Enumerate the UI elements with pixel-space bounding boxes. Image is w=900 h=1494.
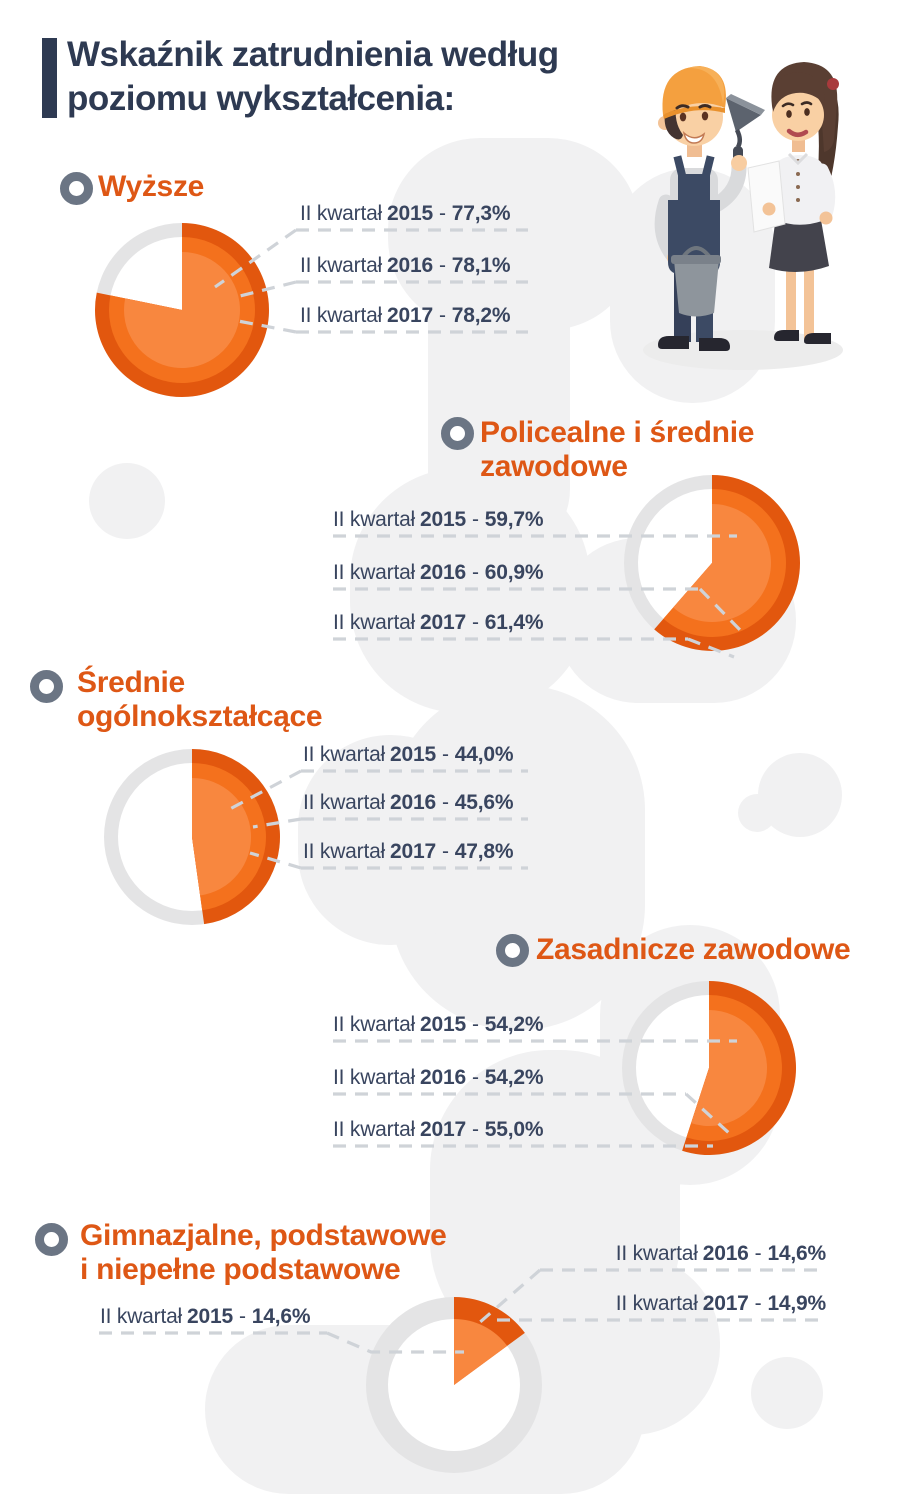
section-title-gimnazjalne: Gimnazjalne, podstawowe i niepełne podst… (80, 1219, 447, 1286)
data-label: II kwartał 2016-45,6% (303, 791, 514, 814)
connector-zasadnicze (333, 1039, 737, 1148)
data-label: II kwartał 2016-78,1% (300, 254, 511, 277)
section-title-zasadnicze: Zasadnicze zawodowe (536, 933, 851, 966)
section-title-wyzsze: Wyższe (98, 170, 205, 203)
circle-marker-icon (30, 670, 63, 703)
pie-chart-policealne (624, 475, 801, 652)
circle-marker-icon (60, 172, 93, 205)
data-label: II kwartał 2017-55,0% (333, 1118, 544, 1141)
connector-wyzsze (214, 228, 528, 334)
section-title-srednie: Średnie ogólnokształcące (77, 666, 323, 733)
data-label: II kwartał 2015-59,7% (333, 508, 544, 531)
data-label: II kwartał 2015-77,3% (300, 202, 511, 225)
data-label: II kwartał 2015-54,2% (333, 1013, 544, 1036)
data-label: II kwartał 2016-14,6% (615, 1242, 826, 1265)
workers-illustration (643, 62, 843, 370)
data-label: II kwartał 2016-60,9% (333, 561, 544, 584)
data-label: II kwartał 2015-14,6% (100, 1305, 311, 1328)
data-label: II kwartał 2017-14,9% (615, 1292, 826, 1315)
section-title-policealne: Policealne i średnie zawodowe (480, 416, 755, 483)
data-label: II kwartał 2017-78,2% (300, 304, 511, 327)
woman-figure (747, 62, 839, 344)
pie-chart-wyzsze (94, 223, 269, 397)
page-title: Wskaźnik zatrudnienia według poziomu wyk… (67, 35, 559, 118)
construction-worker-figure (654, 66, 765, 351)
data-label: II kwartał 2015-44,0% (303, 743, 514, 766)
connector-policealne (333, 534, 746, 659)
connector-srednie (227, 769, 528, 870)
data-label: II kwartał 2017-47,8% (303, 840, 514, 863)
connector-gimnazjalne (99, 1268, 826, 1354)
pie-chart-srednie (104, 749, 281, 925)
circle-marker-icon (496, 934, 529, 967)
circle-marker-icon (441, 417, 474, 450)
data-label: II kwartał 2016-54,2% (333, 1066, 544, 1089)
circle-marker-icon (35, 1223, 68, 1256)
data-label: II kwartał 2017-61,4% (333, 611, 544, 634)
title-accent-bar (42, 38, 57, 118)
pie-chart-zasadnicze (622, 981, 797, 1156)
